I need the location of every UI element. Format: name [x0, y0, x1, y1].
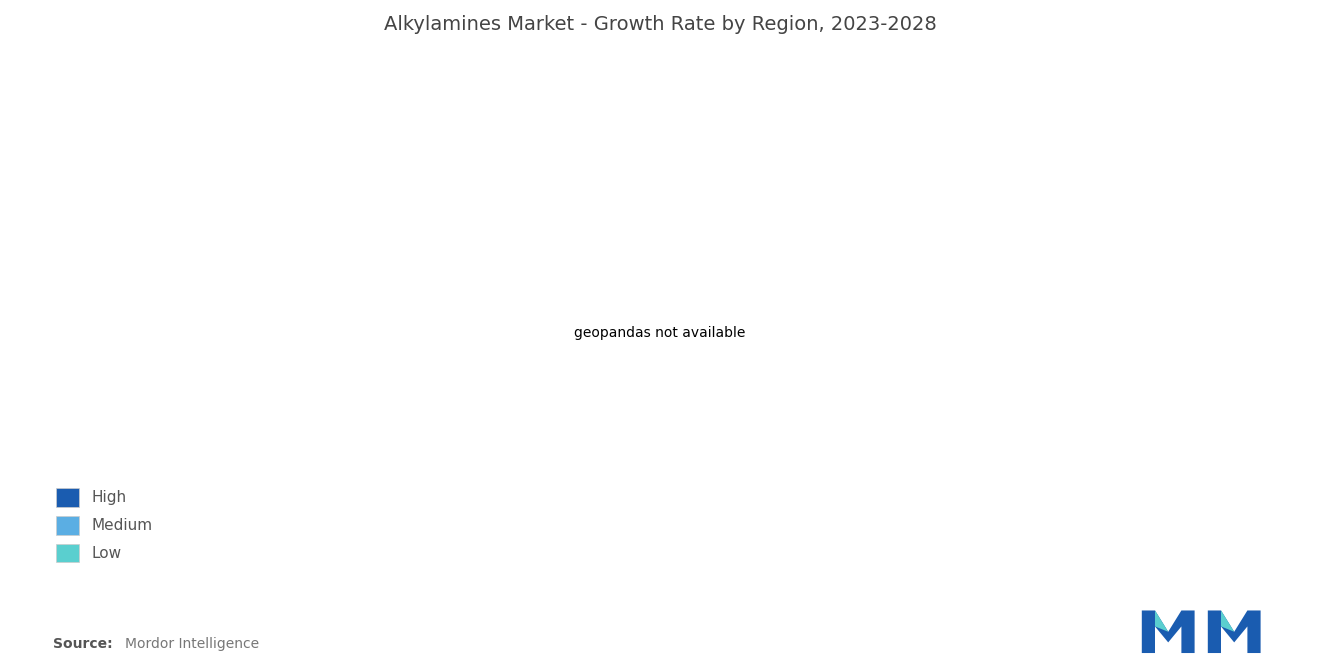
Polygon shape	[1221, 610, 1234, 632]
Polygon shape	[1155, 610, 1168, 632]
Text: Source:: Source:	[53, 637, 112, 652]
Polygon shape	[1142, 610, 1195, 653]
Polygon shape	[1208, 610, 1261, 653]
Title: Alkylamines Market - Growth Rate by Region, 2023-2028: Alkylamines Market - Growth Rate by Regi…	[384, 15, 936, 34]
Legend: High, Medium, Low: High, Medium, Low	[49, 480, 160, 570]
Text: geopandas not available: geopandas not available	[574, 326, 746, 340]
Text: Mordor Intelligence: Mordor Intelligence	[125, 637, 260, 652]
